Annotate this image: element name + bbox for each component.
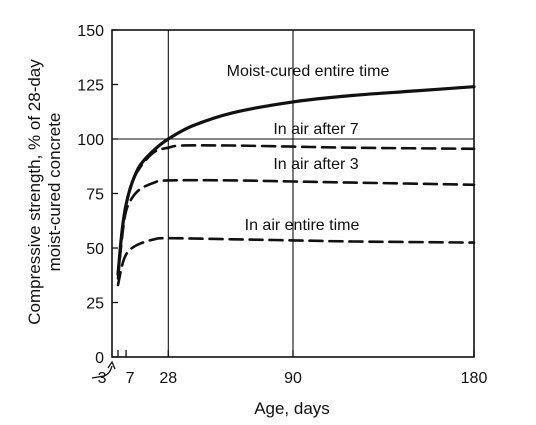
series-line-in-air-after-3	[116, 178, 476, 280]
y-axis-title-line-1: Compressive strength, % of 28-day	[25, 59, 44, 325]
y-tick-label-125: 125	[77, 78, 104, 95]
y-tick-label-75: 75	[86, 187, 104, 204]
series-label-in-air-after-7: In air after 7	[273, 121, 358, 138]
x-axis-title: Age, days	[254, 399, 330, 418]
y-axis-ticks: 0 25 50 75 100 125 150	[77, 23, 118, 367]
series-line-in-air-entire-time	[116, 236, 476, 287]
y-tick-label-25: 25	[86, 296, 104, 313]
x-tick-label-3: 3	[98, 370, 107, 387]
arrow-head-icon	[107, 360, 116, 370]
x-tick-label-90: 90	[284, 370, 302, 387]
y-axis-title-line-2: moist-cured concrete	[45, 113, 64, 272]
y-tick-label-150: 150	[77, 23, 104, 40]
series-labels: Moist-cured entire time In air after 7 In …	[227, 63, 390, 234]
x-tick-label-7: 7	[126, 370, 135, 387]
series-label-in-air-entire-time: In air entire time	[245, 217, 360, 234]
y-tick-label-0: 0	[95, 350, 104, 367]
series-label-in-air-after-3: In air after 3	[273, 156, 358, 173]
series-label-moist-cured-entire-time: Moist-cured entire time	[227, 63, 390, 80]
x-tick-label-28: 28	[159, 370, 177, 387]
x-tick-label-180: 180	[461, 370, 488, 387]
y-tick-label-50: 50	[86, 241, 104, 258]
tick-3-pointer-arrow	[91, 365, 113, 379]
grid-lines	[112, 30, 474, 357]
series-line-in-air-after-7	[116, 144, 476, 276]
y-axis-title: Compressive strength, % of 28-day moist-…	[25, 59, 64, 325]
x-axis-ticks: 3 7 28 90 180	[98, 350, 488, 387]
series-lines	[116, 85, 476, 287]
y-tick-label-100: 100	[77, 132, 104, 149]
